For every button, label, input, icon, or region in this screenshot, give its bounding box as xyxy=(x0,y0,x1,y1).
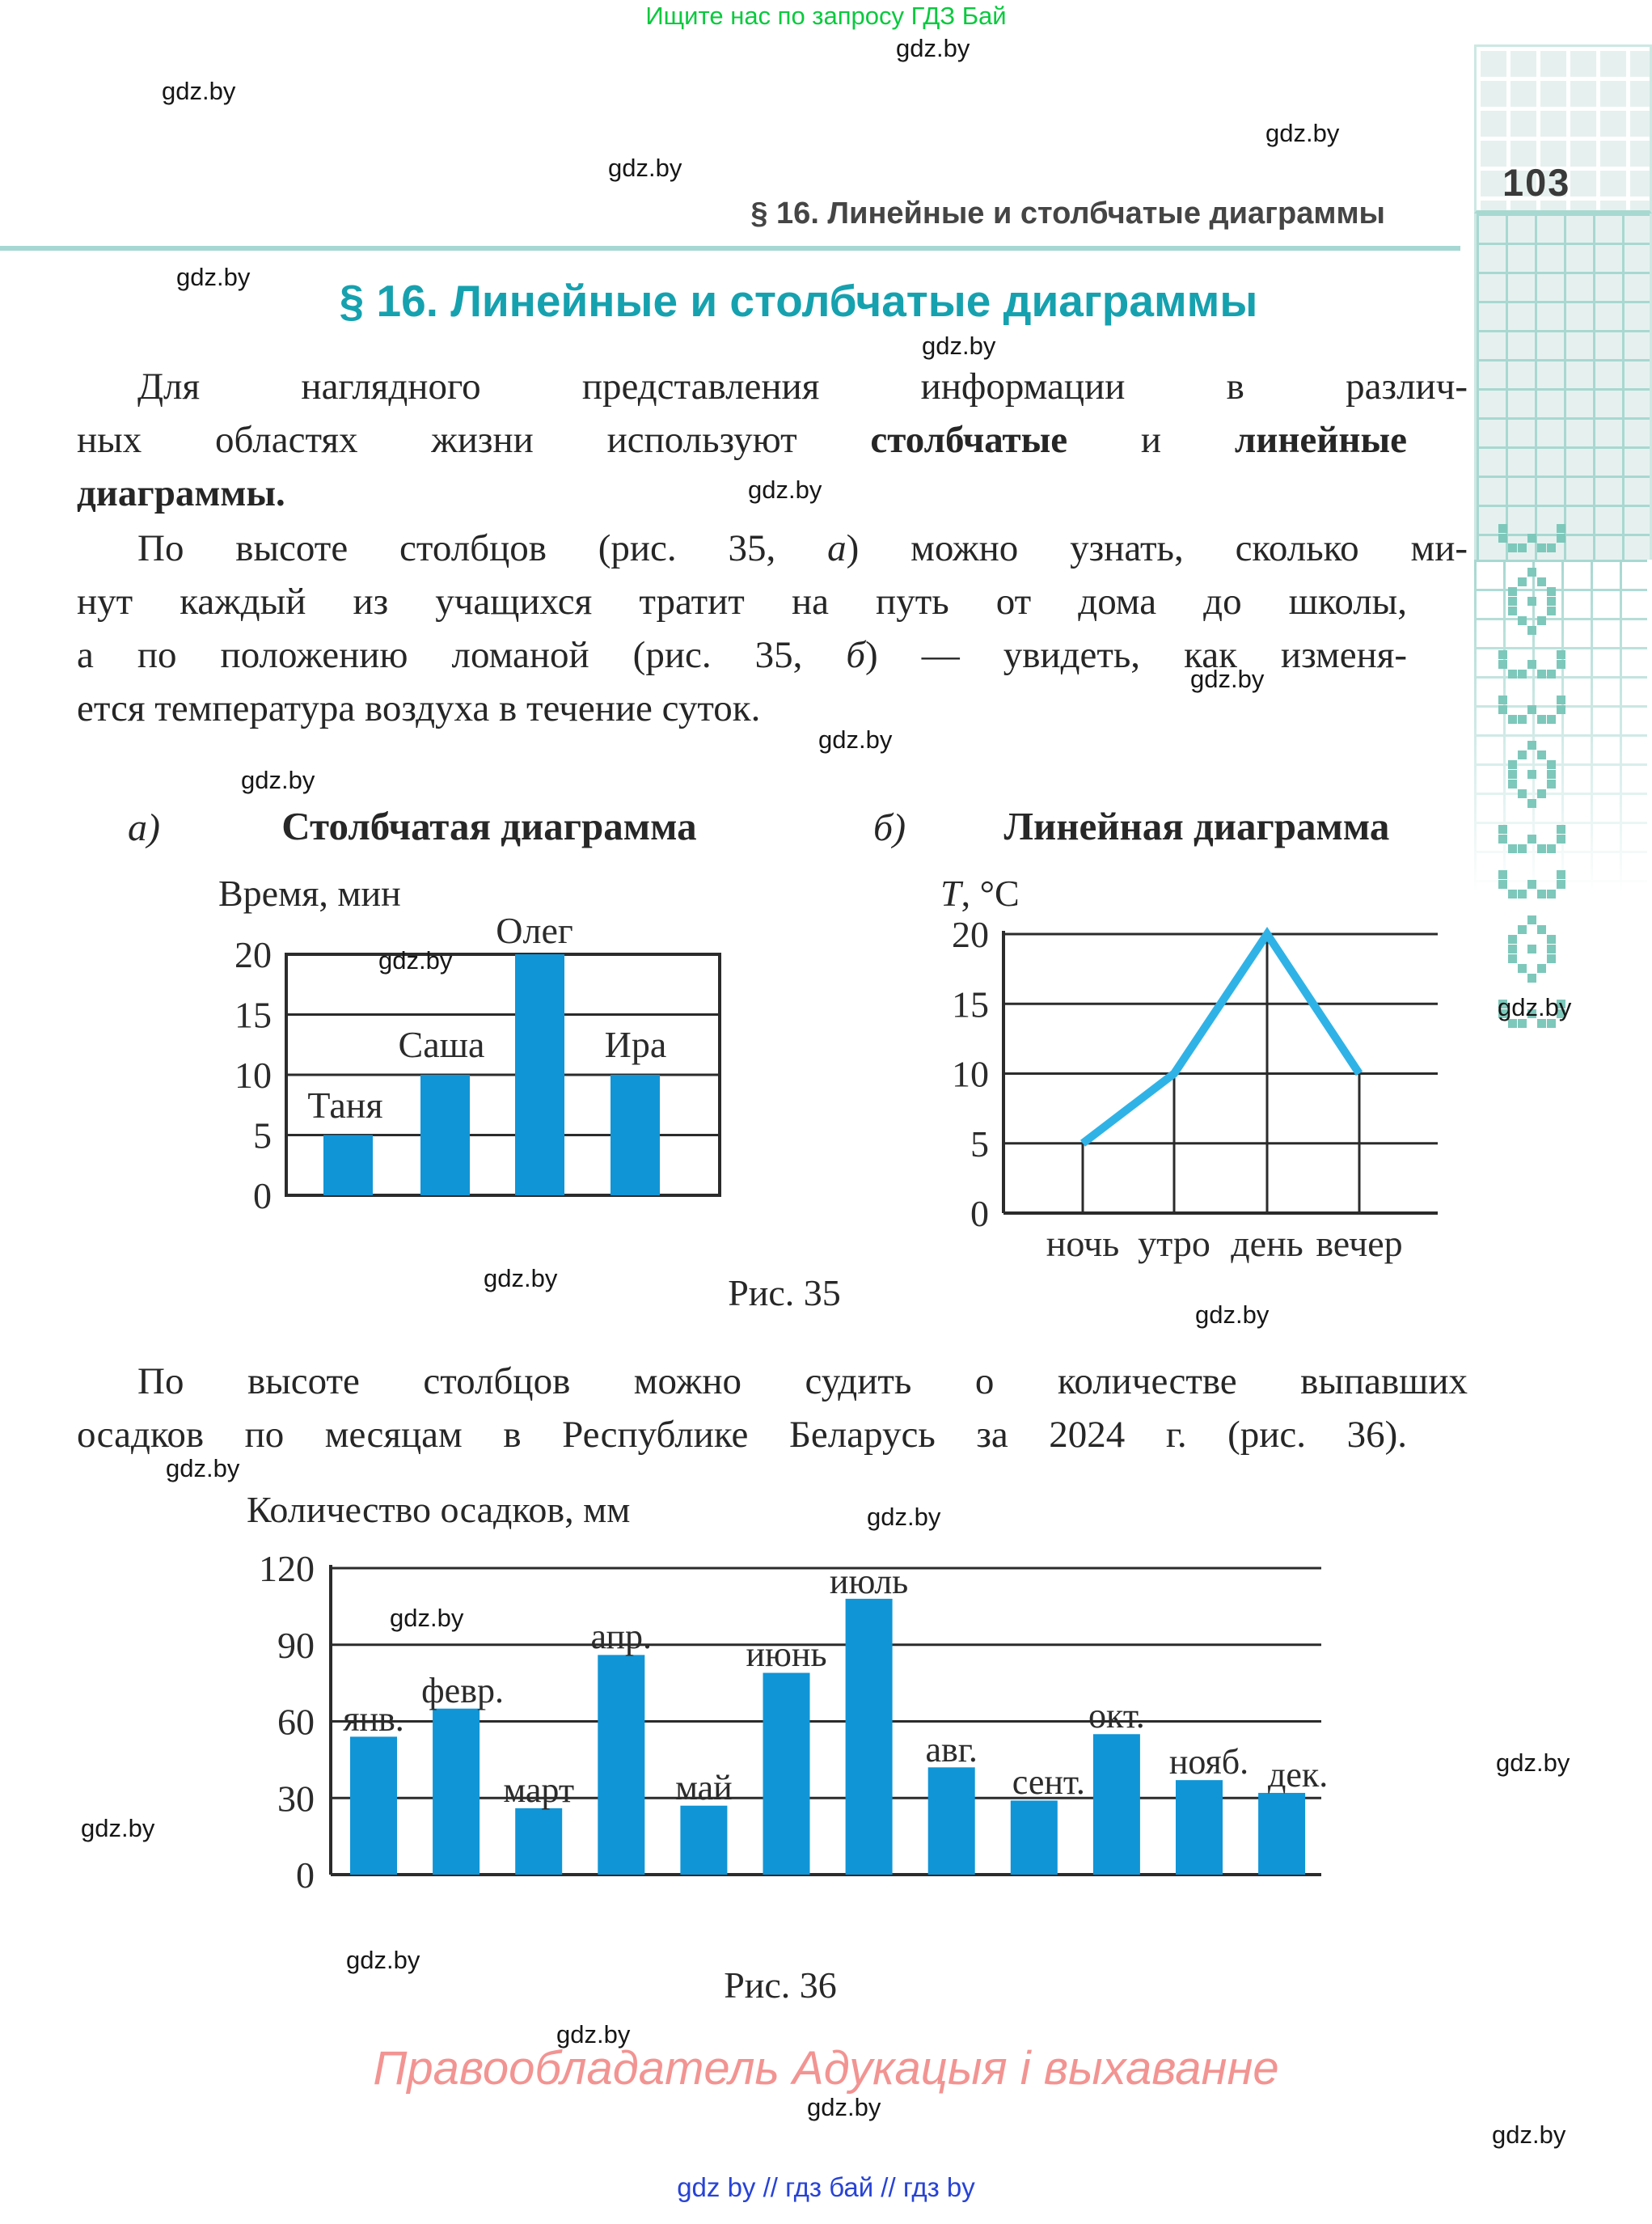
fig35a-panel-label: а) xyxy=(128,806,160,849)
text-line: Для наглядного представления информации … xyxy=(137,366,1468,408)
watermark: gdz.by xyxy=(867,1503,941,1531)
fig35a-title: Столбчатая диаграмма xyxy=(281,804,697,848)
svg-text:20: 20 xyxy=(952,914,989,955)
running-header: § 16. Линейные и столбчатые диаграммы xyxy=(750,197,1385,230)
fig35a-bar-chart: 0 5 10 15 20 Таня Саша Олег Ира xyxy=(234,910,721,1216)
svg-text:15: 15 xyxy=(952,983,989,1025)
text-line: По высоте столбцов можно судить о количе… xyxy=(137,1360,1468,1402)
header-rule xyxy=(0,246,1460,251)
fig35b-title: Линейная диаграмма xyxy=(1003,804,1390,848)
svg-text:март: март xyxy=(503,1770,574,1810)
svg-text:Таня: Таня xyxy=(307,1085,382,1126)
svg-text:июль: июль xyxy=(830,1562,908,1601)
text-line: диаграммы. xyxy=(77,472,285,514)
fig35a-y-axis-title: Время, мин xyxy=(218,873,401,914)
svg-text:120: 120 xyxy=(259,1548,315,1589)
watermark: gdz.by xyxy=(166,1454,240,1482)
section-title: § 16. Линейные и столбчатые диаграммы xyxy=(339,276,1258,326)
watermark: gdz.by xyxy=(390,1604,464,1632)
fig36-caption: Рис. 36 xyxy=(724,1964,837,2006)
svg-text:5: 5 xyxy=(253,1115,272,1156)
watermark: gdz.by xyxy=(556,2020,631,2049)
text-line: ных областях жизни используют столбчатые… xyxy=(77,419,1407,461)
svg-text:Ира: Ира xyxy=(605,1024,667,1065)
svg-text:утро: утро xyxy=(1138,1223,1210,1264)
svg-text:янв.: янв. xyxy=(343,1699,404,1739)
svg-text:Олег: Олег xyxy=(496,910,572,951)
watermark: gdz.by xyxy=(818,725,893,754)
svg-text:дек.: дек. xyxy=(1268,1755,1328,1795)
svg-text:авг.: авг. xyxy=(926,1730,978,1769)
text-line: нут каждый из учащихся тратит на путь от… xyxy=(77,581,1407,623)
text-line: осадков по месяцам в Республике Беларусь… xyxy=(77,1414,1407,1456)
watermark: gdz.by xyxy=(1492,2120,1566,2149)
svg-text:0: 0 xyxy=(253,1175,272,1216)
watermark: gdz.by xyxy=(1498,993,1572,1021)
watermark: gdz.by xyxy=(241,766,315,794)
fig36-title: Количество осадков, мм xyxy=(247,1489,631,1530)
svg-text:0: 0 xyxy=(296,1854,315,1896)
svg-text:60: 60 xyxy=(277,1702,315,1743)
watermark: gdz.by xyxy=(484,1264,558,1292)
watermark: gdz.by xyxy=(807,2093,881,2121)
footer-links: gdz by // гдз бай // гдз by xyxy=(677,2172,975,2202)
text-line: ется температура воздуха в течение суток… xyxy=(77,687,761,729)
svg-text:июнь: июнь xyxy=(746,1634,826,1674)
watermark: gdz.by xyxy=(1496,1748,1570,1777)
svg-text:20: 20 xyxy=(234,934,272,975)
svg-text:окт.: окт. xyxy=(1088,1696,1145,1736)
watermark: gdz.by xyxy=(162,77,236,105)
fig35b-y-axis-title: T, °C xyxy=(940,873,1020,914)
svg-text:день: день xyxy=(1231,1223,1303,1264)
svg-text:апр.: апр. xyxy=(591,1617,653,1656)
fig35-caption: Рис. 35 xyxy=(728,1272,841,1313)
svg-text:30: 30 xyxy=(277,1778,315,1819)
svg-text:вечер: вечер xyxy=(1316,1223,1402,1264)
watermark: gdz.by xyxy=(748,476,822,504)
fig35b-line-chart: 0 5 10 15 20 ночь утро день вечер xyxy=(952,914,1438,1264)
copyright-line: Правообладатель Адукацыя і выхаванне xyxy=(373,2042,1279,2095)
margin-grid-top xyxy=(1474,44,1652,214)
svg-text:15: 15 xyxy=(234,995,272,1036)
svg-text:май: май xyxy=(675,1768,733,1808)
watermark: gdz.by xyxy=(176,263,251,291)
watermark: gdz.by xyxy=(608,154,682,182)
svg-text:10: 10 xyxy=(234,1055,272,1096)
watermark: gdz.by xyxy=(81,1814,155,1842)
svg-text:нояб.: нояб. xyxy=(1169,1742,1249,1782)
watermark: gdz.by xyxy=(1190,665,1265,693)
watermark: gdz.by xyxy=(346,1946,420,1974)
svg-text:5: 5 xyxy=(970,1123,989,1165)
promo-banner: Ищите нас по запросу ГДЗ Бай xyxy=(645,2,1007,30)
watermark: gdz.by xyxy=(1195,1300,1270,1329)
svg-text:Саша: Саша xyxy=(399,1024,485,1065)
svg-text:0: 0 xyxy=(970,1193,989,1234)
text-line: а по положению ломаной (рис. 35, б) — ув… xyxy=(77,634,1407,676)
svg-text:сент.: сент. xyxy=(1012,1762,1085,1802)
svg-text:февр.: февр. xyxy=(421,1671,504,1710)
text-line: По высоте столбцов (рис. 35, а) можно уз… xyxy=(137,527,1468,569)
watermark: gdz.by xyxy=(922,332,996,360)
svg-text:90: 90 xyxy=(277,1625,315,1666)
ornament-pattern xyxy=(1498,524,1565,1028)
watermark: gdz.by xyxy=(896,34,970,62)
svg-text:ночь: ночь xyxy=(1046,1223,1120,1264)
watermark: gdz.by xyxy=(1265,119,1340,147)
page-number: 103 xyxy=(1502,161,1571,204)
watermark: gdz.by xyxy=(378,946,453,975)
margin-grid-middle xyxy=(1474,214,1652,560)
fig35b-panel-label: б) xyxy=(873,806,906,849)
svg-text:10: 10 xyxy=(952,1054,989,1095)
